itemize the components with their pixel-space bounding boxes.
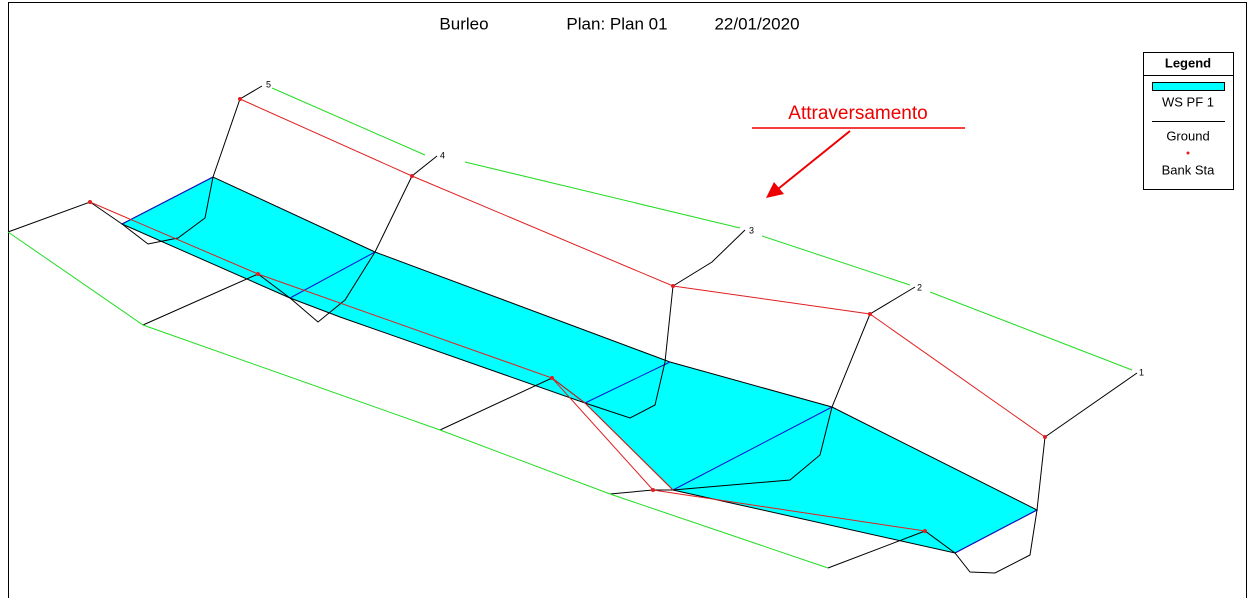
station-label: 2 <box>917 282 922 292</box>
arrow-head <box>766 182 784 198</box>
plan-date: 22/01/2020 <box>714 14 799 33</box>
legend-item: WS PF 1 <box>1162 94 1214 109</box>
bank-stations <box>88 97 1047 533</box>
legend-item: Bank Sta <box>1162 162 1216 177</box>
frame <box>8 2 1247 598</box>
legend-title: Legend <box>1165 55 1211 70</box>
station-label: 3 <box>749 225 754 235</box>
project-name: Burleo <box>439 14 488 33</box>
station-label: 5 <box>266 79 271 89</box>
legend: Legend WS PF 1 Ground Bank Sta <box>1143 52 1234 190</box>
annotation-arrow <box>777 130 851 190</box>
reach-lines <box>7 87 1133 569</box>
annotation: Attraversamento <box>788 103 927 124</box>
station-label: 4 <box>440 150 445 160</box>
plan-name: Plan: Plan 01 <box>566 14 667 33</box>
station-label: 1 <box>1139 367 1144 377</box>
legend-item: Ground <box>1166 128 1209 143</box>
